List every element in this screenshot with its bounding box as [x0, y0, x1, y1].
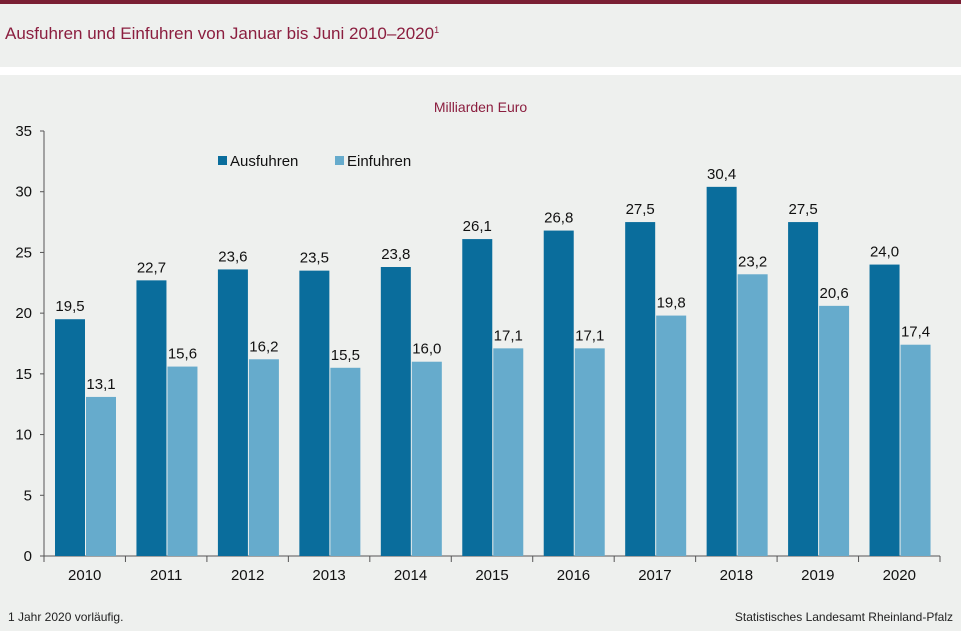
data-label: 27,5: [626, 201, 655, 218]
data-label: 22,7: [137, 259, 166, 276]
bar-ausfuhren: [217, 269, 248, 556]
y-tick-label: 0: [24, 548, 32, 565]
x-tick-label: 2014: [394, 567, 427, 584]
data-label: 16,0: [412, 341, 441, 358]
data-label: 17,4: [901, 324, 930, 341]
chart-title: Ausfuhren und Einfuhren von Januar bis J…: [5, 24, 440, 43]
y-tick-label: 20: [15, 305, 32, 322]
x-tick-label: 2018: [720, 567, 753, 584]
bars: 19,5 13,1 22,7 15,6 23,6 16,2 23,5 15,5 23,8 16,0…: [55, 166, 931, 557]
title-divider: [0, 67, 961, 75]
y-axis: 0 5 10 15 20 25 30 35: [15, 123, 45, 565]
data-label: 23,5: [300, 250, 329, 267]
y-tick-label: 30: [15, 184, 32, 201]
legend-label: Einfuhren: [347, 153, 411, 170]
x-tick-label: 2017: [638, 567, 671, 584]
bar-ausfuhren: [380, 267, 411, 556]
y-tick-label: 5: [24, 487, 32, 504]
y-tick-label: 35: [15, 123, 32, 140]
data-label: 15,6: [168, 346, 197, 363]
bar-ausfuhren: [869, 264, 900, 556]
source-credit: Statistisches Landesamt Rheinland-Pfalz: [734, 610, 953, 624]
bar-ausfuhren: [55, 319, 85, 556]
footnote: 1 Jahr 2020 vorläufig.: [8, 610, 124, 624]
bar-ausfuhren: [299, 270, 330, 556]
data-label: 23,8: [381, 246, 410, 263]
data-label: 23,6: [218, 248, 247, 265]
bar-einfuhren: [656, 315, 687, 556]
y-unit-label: Milliarden Euro: [433, 99, 528, 115]
bar-einfuhren: [248, 359, 279, 556]
title-footnote-marker: 1: [434, 25, 440, 35]
x-tick-label: 2011: [150, 567, 182, 584]
data-label: 27,5: [788, 201, 817, 218]
bar-ausfuhren: [788, 222, 819, 557]
bar-ausfuhren: [706, 186, 737, 556]
legend-swatch: [335, 156, 344, 165]
data-label: 13,1: [86, 376, 115, 393]
data-label: 26,8: [544, 210, 573, 227]
bar-einfuhren: [411, 361, 442, 556]
bar-einfuhren: [574, 348, 605, 556]
x-tick-label: 2010: [68, 567, 101, 584]
bar-einfuhren: [167, 366, 198, 556]
bar-ausfuhren: [543, 230, 574, 557]
bar-ausfuhren: [625, 222, 656, 557]
bar-einfuhren: [900, 344, 931, 556]
data-label: 17,1: [575, 327, 604, 344]
data-label: 20,6: [819, 285, 848, 302]
x-tick-label: 2015: [475, 567, 508, 584]
bar-ausfuhren: [462, 239, 493, 557]
x-axis: 2010 2011 2012 2013 2014 2015 2016 2017 2018 2019…: [43, 555, 941, 584]
data-label: 26,1: [463, 218, 492, 235]
data-label: 19,5: [55, 298, 84, 315]
y-tick-label: 15: [15, 366, 32, 383]
bar-einfuhren: [330, 367, 361, 556]
x-tick-label: 2019: [801, 567, 834, 584]
x-tick-label: 2013: [312, 567, 345, 584]
bar-einfuhren: [493, 348, 524, 556]
legend-swatch: [218, 156, 227, 165]
data-label: 15,5: [331, 347, 360, 364]
data-label: 16,2: [249, 338, 278, 355]
top-accent-bar: [0, 0, 961, 4]
data-label: 17,1: [494, 327, 523, 344]
y-tick-label: 25: [15, 244, 32, 261]
y-tick-label: 10: [15, 427, 32, 444]
bar-einfuhren: [737, 274, 768, 556]
legend: Ausfuhren Einfuhren: [218, 153, 411, 170]
bar-einfuhren: [819, 305, 850, 556]
x-tick-label: 2012: [231, 567, 264, 584]
legend-label: Ausfuhren: [230, 153, 298, 170]
x-tick-label: 2016: [557, 567, 590, 584]
x-tick-label: 2020: [883, 567, 916, 584]
data-label: 24,0: [870, 244, 899, 261]
data-label: 23,2: [738, 253, 767, 270]
bar-ausfuhren: [136, 280, 167, 556]
data-label: 19,8: [657, 295, 686, 312]
data-label: 30,4: [707, 166, 736, 183]
bar-einfuhren: [86, 396, 116, 556]
